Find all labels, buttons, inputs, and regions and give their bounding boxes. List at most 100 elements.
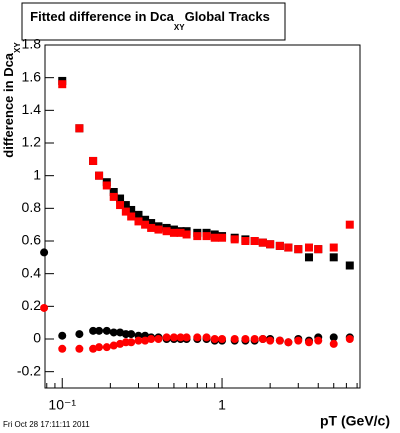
square-marker bbox=[210, 233, 219, 242]
square-marker bbox=[294, 245, 303, 254]
circle-marker bbox=[345, 335, 354, 343]
square-marker bbox=[176, 228, 185, 237]
circle-marker bbox=[40, 248, 49, 257]
circle-marker bbox=[329, 333, 338, 342]
circle-marker bbox=[58, 344, 67, 353]
title-main: Fitted difference in Dca bbox=[30, 9, 175, 24]
circle-marker bbox=[58, 331, 67, 340]
circle-marker bbox=[284, 338, 293, 347]
square-marker bbox=[147, 223, 156, 232]
square-marker bbox=[193, 232, 202, 241]
square-marker bbox=[58, 80, 67, 89]
square-marker bbox=[314, 245, 323, 254]
square-marker bbox=[162, 227, 171, 236]
square-marker bbox=[147, 219, 156, 228]
plot-frame bbox=[44, 44, 361, 389]
square-marker bbox=[329, 243, 338, 252]
square-marker bbox=[169, 228, 178, 237]
circle-marker bbox=[147, 335, 156, 343]
square-marker bbox=[127, 212, 136, 221]
square-marker bbox=[141, 220, 150, 229]
square-marker bbox=[258, 238, 267, 247]
y-axis-label: difference in DcaXY bbox=[1, 42, 22, 158]
title-suffix: Global Tracks bbox=[185, 9, 270, 24]
circle-marker bbox=[258, 335, 267, 343]
y-tick-label: 0.2 bbox=[22, 297, 42, 313]
square-marker bbox=[121, 201, 130, 210]
circle-marker bbox=[294, 336, 303, 345]
square-marker bbox=[250, 237, 259, 245]
circle-marker bbox=[210, 335, 219, 343]
circle-marker bbox=[241, 335, 250, 343]
circle-marker bbox=[75, 330, 84, 339]
square-marker bbox=[154, 225, 163, 234]
title-subscript: XY bbox=[174, 23, 185, 32]
square-marker bbox=[141, 215, 150, 224]
square-marker bbox=[304, 243, 313, 252]
y-label-main: difference in Dca bbox=[1, 52, 16, 158]
square-marker bbox=[109, 188, 118, 196]
square-marker bbox=[102, 181, 111, 190]
circle-marker bbox=[127, 338, 136, 347]
x-axis-label: pT (GeV/c) bbox=[320, 413, 390, 429]
y-tick-label: 1 bbox=[33, 166, 41, 182]
square-marker bbox=[127, 205, 136, 214]
square-marker bbox=[218, 233, 227, 242]
circle-marker bbox=[109, 328, 118, 337]
square-marker bbox=[304, 253, 313, 262]
square-marker bbox=[241, 237, 250, 245]
circle-marker bbox=[141, 336, 150, 345]
square-marker bbox=[275, 241, 284, 250]
circle-marker bbox=[182, 333, 191, 342]
circle-marker bbox=[40, 303, 49, 312]
circle-marker bbox=[169, 333, 178, 342]
square-marker bbox=[345, 220, 354, 229]
circle-marker bbox=[202, 333, 211, 342]
circle-marker bbox=[162, 333, 171, 342]
y-tick-label: -0.2 bbox=[17, 362, 41, 378]
circle-marker bbox=[109, 341, 118, 350]
y-tick-label: 1.8 bbox=[22, 36, 42, 52]
circle-marker bbox=[95, 326, 104, 335]
footer: Fri Oct 28 17:11:11 2011 bbox=[3, 420, 90, 429]
y-tick-label: 0.4 bbox=[22, 264, 42, 280]
chart-title: Fitted difference in DcaXYGlobal Tracks bbox=[30, 9, 270, 32]
x-tick-label: 10⁻¹ bbox=[48, 397, 76, 413]
y-tick-label: 1.4 bbox=[22, 101, 42, 117]
circle-marker bbox=[314, 336, 323, 345]
square-marker bbox=[345, 261, 354, 270]
circle-marker bbox=[250, 335, 259, 343]
circle-marker bbox=[89, 326, 98, 335]
square-marker bbox=[134, 210, 143, 219]
square-marker bbox=[109, 192, 118, 201]
circle-marker bbox=[329, 339, 338, 348]
square-marker bbox=[89, 156, 98, 165]
square-marker bbox=[95, 171, 104, 180]
square-marker bbox=[182, 230, 191, 239]
circle-marker bbox=[127, 330, 136, 339]
circle-marker bbox=[102, 326, 111, 335]
title-box bbox=[21, 2, 286, 41]
square-marker bbox=[230, 235, 239, 244]
y-tick-label: 0.8 bbox=[22, 199, 42, 215]
square-marker bbox=[266, 240, 275, 249]
square-marker bbox=[116, 201, 125, 210]
circle-marker bbox=[154, 335, 163, 343]
y-label-subscript: XY bbox=[13, 42, 22, 53]
circle-marker bbox=[176, 333, 185, 342]
circle-marker bbox=[95, 343, 104, 352]
square-marker bbox=[284, 243, 293, 252]
circle-marker bbox=[304, 338, 313, 347]
circle-marker bbox=[193, 333, 202, 342]
y-tick-label: 0 bbox=[33, 330, 41, 346]
square-marker bbox=[329, 253, 338, 262]
square-marker bbox=[116, 194, 125, 203]
y-tick-label: 0.6 bbox=[22, 232, 42, 248]
y-tick-label: 1.6 bbox=[22, 68, 42, 84]
square-marker bbox=[75, 124, 84, 133]
circle-marker bbox=[134, 336, 143, 345]
square-marker bbox=[202, 232, 211, 241]
circle-marker bbox=[218, 335, 227, 343]
